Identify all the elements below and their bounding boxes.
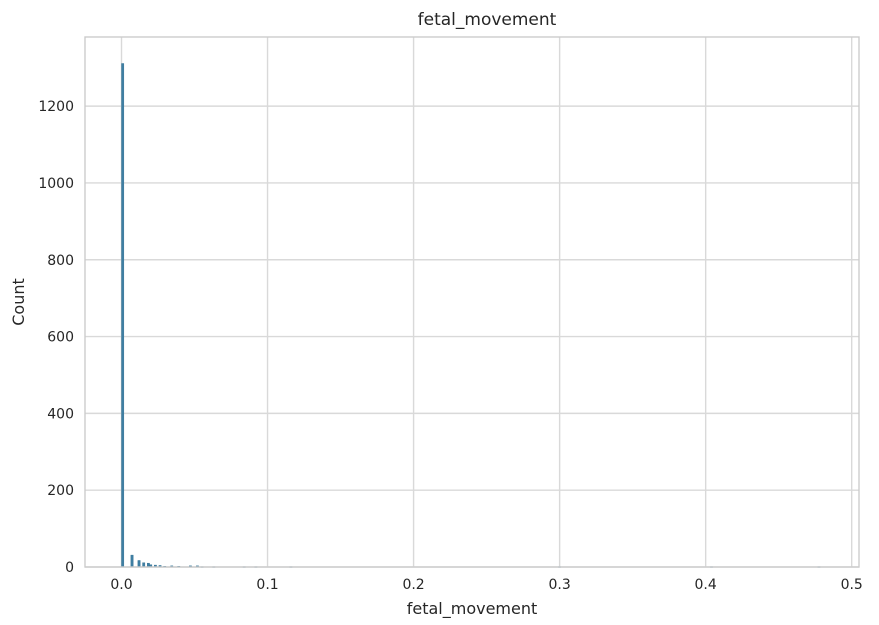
histogram-bar — [130, 554, 134, 568]
y-tick-label: 400 — [47, 406, 74, 422]
ticks-layer: 0.0 0.1 0.2 0.3 0.4 0.5 0 200 400 600 800 1000 1200 — [38, 99, 862, 593]
histogram-bar — [121, 63, 125, 568]
y-tick-label: 200 — [47, 483, 74, 499]
y-tick-label: 600 — [47, 330, 74, 346]
y-tick-label: 1000 — [38, 176, 74, 192]
y-tick-label: 800 — [47, 253, 74, 269]
x-tick-label: 0.1 — [256, 577, 278, 593]
plot-frame — [84, 36, 860, 568]
grid-layer — [85, 37, 859, 568]
chart-title: fetal_movement — [418, 10, 557, 30]
y-tick-label: 1200 — [38, 99, 74, 115]
x-tick-label: 0.2 — [402, 577, 424, 593]
x-tick-label: 0.5 — [841, 577, 863, 593]
histogram-bar — [137, 560, 141, 568]
x-axis-label: fetal_movement — [407, 599, 538, 619]
bars-layer — [121, 63, 821, 568]
x-tick-label: 0.4 — [695, 577, 717, 593]
y-tick-label: 0 — [65, 560, 74, 576]
x-tick-label: 0.0 — [110, 577, 132, 593]
x-tick-label: 0.3 — [548, 577, 570, 593]
y-axis-label: Count — [9, 278, 28, 326]
